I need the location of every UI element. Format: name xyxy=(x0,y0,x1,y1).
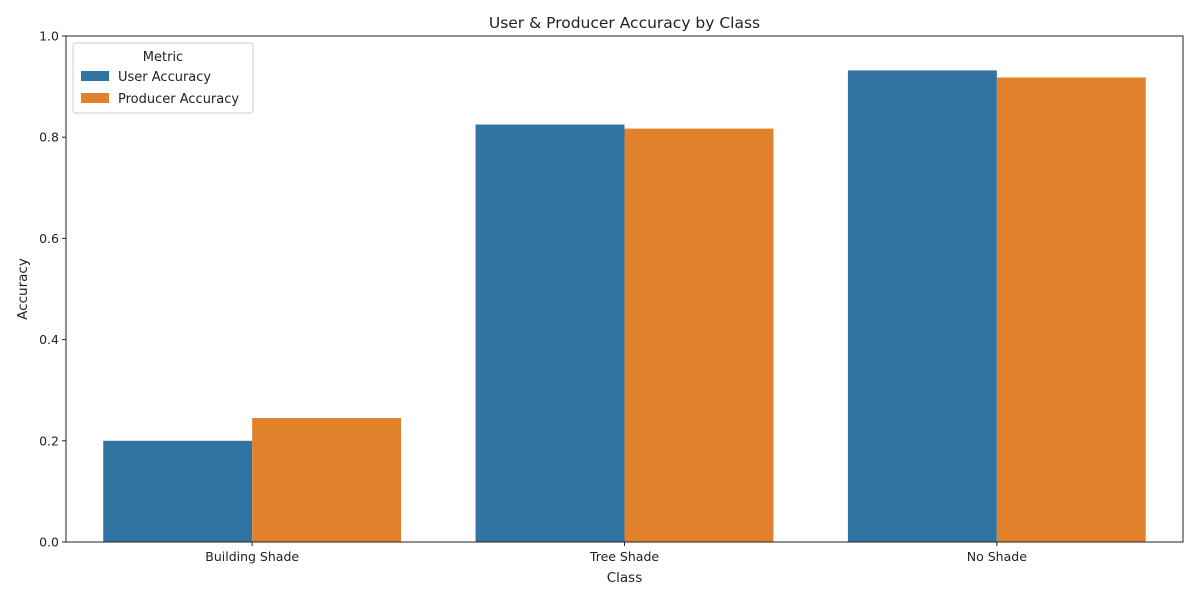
y-tick-label: 1.0 xyxy=(39,29,59,44)
x-axis-label: Class xyxy=(607,570,643,586)
x-tick-label: Building Shade xyxy=(205,549,299,564)
y-axis: 0.0 0.2 0.4 0.6 0.8 1.0 xyxy=(39,29,66,550)
y-axis-label: Accuracy xyxy=(15,258,31,320)
bar-user-accuracy-building-shade xyxy=(103,440,253,542)
bar-producer-accuracy-tree-shade xyxy=(624,128,774,542)
bar-producer-accuracy-no-shade xyxy=(996,77,1146,542)
y-tick-label: 0.2 xyxy=(39,433,59,448)
plot-frame xyxy=(65,35,1184,543)
bar-user-accuracy-no-shade xyxy=(847,70,997,543)
legend-title: Metric xyxy=(143,50,183,65)
y-tick-label: 0.8 xyxy=(39,130,59,145)
legend: Metric User Accuracy Producer Accuracy xyxy=(72,42,254,114)
bar-user-accuracy-tree-shade xyxy=(475,124,625,543)
x-tick-label: No Shade xyxy=(967,549,1027,564)
legend-label: User Accuracy xyxy=(118,70,211,85)
bars-layer xyxy=(103,70,1146,543)
bar-producer-accuracy-building-shade xyxy=(252,418,402,542)
chart-title: User & Producer Accuracy by Class xyxy=(489,14,760,32)
y-tick-label: 0.4 xyxy=(39,332,59,347)
x-axis: Building Shade Tree Shade No Shade xyxy=(205,542,1027,564)
x-tick-label: Tree Shade xyxy=(589,549,659,564)
legend-label: Producer Accuracy xyxy=(118,92,239,107)
y-tick-label: 0.0 xyxy=(39,535,59,550)
legend-swatch xyxy=(81,71,109,81)
y-tick-label: 0.6 xyxy=(39,231,59,246)
legend-swatch xyxy=(81,93,109,103)
legend-box xyxy=(72,42,254,114)
